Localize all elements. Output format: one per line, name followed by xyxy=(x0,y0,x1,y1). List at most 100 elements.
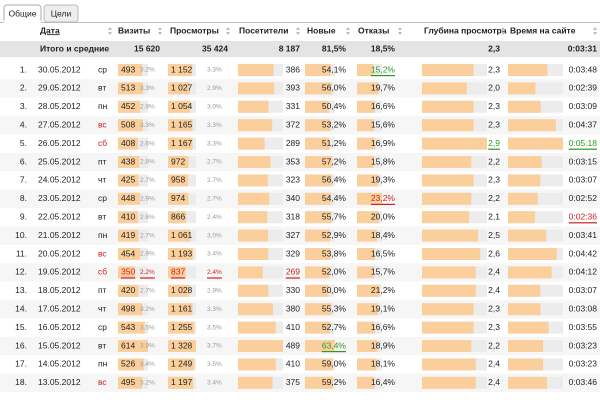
cell: 20,0% xyxy=(371,211,396,221)
bar xyxy=(305,192,331,205)
column-header[interactable]: Новые xyxy=(307,25,336,35)
cell: 15,8% xyxy=(371,156,396,166)
bar xyxy=(118,284,139,297)
cell: 56,0% xyxy=(322,83,347,93)
cell: 30.05.2012 xyxy=(38,64,81,74)
column-header[interactable]: Отказы xyxy=(358,25,389,35)
cell: 2,3 xyxy=(488,64,500,74)
cell: 8. xyxy=(20,193,27,203)
cell: 3.4% xyxy=(140,361,155,368)
bar xyxy=(357,82,379,95)
column-header[interactable]: Время на сайте xyxy=(510,25,576,35)
cell: 15. xyxy=(15,322,27,332)
bar xyxy=(422,192,472,205)
cell: 972 xyxy=(171,156,185,166)
bar xyxy=(238,211,268,224)
bar xyxy=(305,211,332,224)
cell: 2,5 xyxy=(488,230,500,240)
cell: 63,4% xyxy=(322,340,347,350)
cell: 3.0% xyxy=(207,232,222,239)
bar xyxy=(238,174,268,187)
cell: ср xyxy=(98,322,107,332)
cell: 269 xyxy=(286,267,300,277)
cell: 21.05.2012 xyxy=(38,230,81,240)
cell: 0:03:41 xyxy=(569,230,598,240)
cell: 498 xyxy=(121,303,135,313)
bar xyxy=(238,64,274,76)
cell: 1 161 xyxy=(171,303,193,313)
bar xyxy=(508,248,557,260)
cell: 2.6% xyxy=(140,140,155,147)
cell: 614 xyxy=(121,340,135,350)
bar xyxy=(357,321,375,334)
underline xyxy=(321,351,346,353)
cell: 3.5% xyxy=(207,324,222,331)
bar xyxy=(508,156,542,168)
bar xyxy=(168,248,194,260)
underline xyxy=(121,277,136,279)
cell: 0:04:12 xyxy=(569,267,598,277)
bar xyxy=(238,137,265,150)
cell: 2.4% xyxy=(207,269,222,276)
cell: 16,6% xyxy=(371,101,396,111)
cell: 16,5% xyxy=(371,248,396,258)
bar xyxy=(422,266,476,279)
cell: 3.3% xyxy=(140,122,155,129)
cell: 12. xyxy=(15,267,27,277)
cell: 454 xyxy=(121,248,135,258)
bar xyxy=(118,340,148,352)
cell: 13. xyxy=(15,285,27,295)
bar xyxy=(118,174,139,187)
cell: 26.05.2012 xyxy=(38,138,81,148)
cell: 289 xyxy=(286,138,300,148)
bar xyxy=(118,248,141,260)
bar xyxy=(238,100,269,113)
column-header[interactable]: Посетители xyxy=(239,25,288,35)
tab[interactable] xyxy=(43,4,79,23)
cell: пн xyxy=(98,101,108,111)
tab-label[interactable]: Цели xyxy=(51,8,72,18)
cell: 52,7% xyxy=(322,322,347,332)
total-cell: 2,3 xyxy=(488,43,500,53)
cell: 27.05.2012 xyxy=(38,119,81,129)
column-header[interactable]: Просмотры xyxy=(170,25,219,35)
cell: 0:03:09 xyxy=(569,101,598,111)
cell: 438 xyxy=(121,156,135,166)
bar xyxy=(357,266,374,279)
cell: 6. xyxy=(20,156,27,166)
column-header[interactable]: Глубина просмотра xyxy=(424,25,507,35)
column-header[interactable]: Визиты xyxy=(118,25,150,35)
tab-label[interactable]: Общие xyxy=(9,8,37,18)
bar xyxy=(238,303,273,316)
sort-icon xyxy=(501,27,505,35)
bar xyxy=(238,358,276,371)
bar xyxy=(305,156,333,168)
cell: вс xyxy=(98,377,107,387)
bar xyxy=(357,174,378,187)
cell: 2.7% xyxy=(207,159,222,166)
underline xyxy=(370,203,395,205)
cell: 2. xyxy=(20,83,27,93)
column-header[interactable]: Дата xyxy=(40,25,60,35)
cell: 2,3 xyxy=(488,101,500,111)
cell: 21,2% xyxy=(371,285,396,295)
cell: 3.2% xyxy=(140,306,155,313)
cell: 3.0% xyxy=(207,104,222,111)
cell: 1. xyxy=(20,64,27,74)
cell: пт xyxy=(98,156,107,166)
bar xyxy=(238,119,273,132)
cell: 2.8% xyxy=(140,159,155,166)
cell: 410 xyxy=(121,211,135,221)
bar xyxy=(118,156,140,168)
cell: 353 xyxy=(286,156,300,166)
bar xyxy=(357,137,376,150)
bar xyxy=(422,100,474,113)
cell: 420 xyxy=(121,285,135,295)
bar xyxy=(508,229,547,242)
bar xyxy=(357,284,380,297)
underline xyxy=(285,277,300,279)
sort-icon xyxy=(158,27,162,35)
cell: 452 xyxy=(121,101,135,111)
cell: 1 249 xyxy=(171,359,193,369)
cell: 329 xyxy=(286,248,300,258)
